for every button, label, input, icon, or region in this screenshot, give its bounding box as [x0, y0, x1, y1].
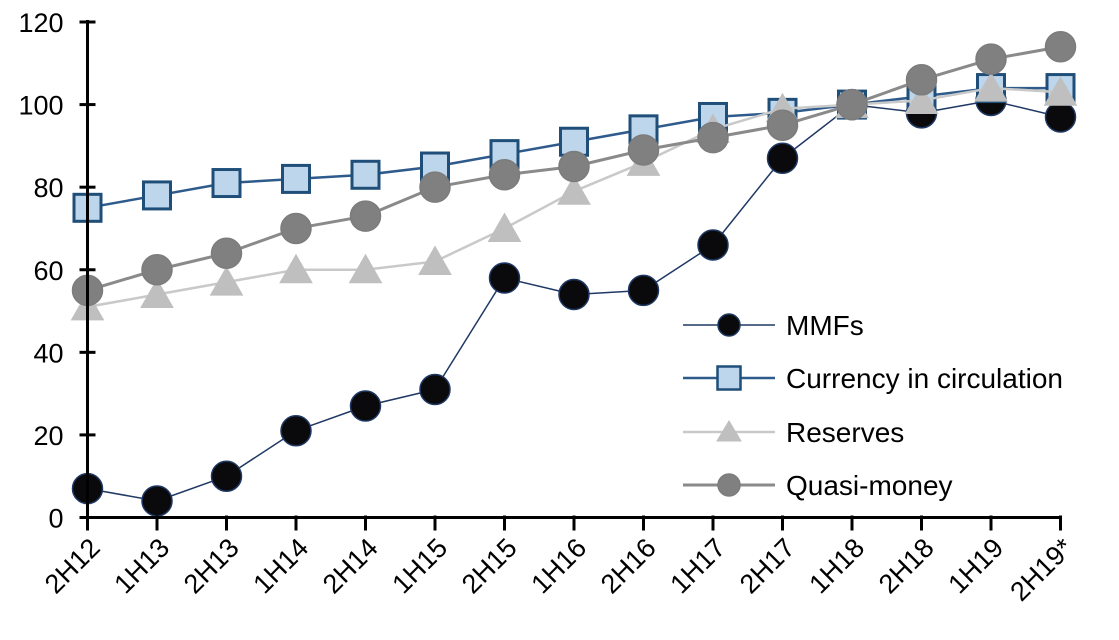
legend-label-quasi-money: Quasi-money — [786, 470, 953, 501]
series-reserves-point-1H15 — [418, 245, 452, 275]
series-quasi-money-point-1H16 — [558, 150, 590, 183]
series-mmfs-point-2H19* — [1044, 101, 1077, 133]
series-reserves-point-2H14 — [348, 253, 383, 284]
series-quasi-money-point-2H17 — [766, 109, 799, 141]
series-mmfs-point-1H17 — [697, 229, 729, 261]
y-tick-label: 20 — [33, 421, 63, 451]
series-currency-in-circulation-point-1H13 — [142, 180, 172, 211]
y-tick-label: 60 — [33, 256, 63, 286]
y-tick-label: 100 — [18, 91, 63, 121]
series-reserves-point-2H18 — [904, 84, 939, 114]
x-tick-label: 2H17 — [734, 533, 801, 600]
series-reserves-point-2H19* — [1043, 76, 1078, 106]
series-quasi-money-point-1H18 — [836, 88, 868, 121]
series-mmfs-point-1H16 — [558, 278, 590, 311]
x-tick-label: 1H14 — [247, 533, 314, 600]
series-quasi-money-point-1H14 — [280, 212, 312, 245]
x-tick-label: 1H16 — [525, 533, 592, 600]
series-reserves-point-1H16 — [557, 175, 591, 205]
series-currency-in-circulation-point-1H16 — [559, 126, 589, 157]
x-tick-label: 2H13 — [178, 533, 245, 600]
legend: MMFs Currency in circulation Reserves Quasi… — [683, 310, 1063, 501]
series-quasi-money — [71, 31, 1077, 307]
series-quasi-money-point-1H15 — [419, 171, 451, 203]
series-quasi-money-point-1H17 — [697, 121, 729, 154]
series-quasi-money-point-2H15 — [488, 159, 521, 191]
series-quasi-money-point-1H13 — [141, 254, 173, 286]
series-reserves-point-2H15 — [487, 212, 522, 242]
legend-marker-currency-in-circulation-icon — [716, 365, 742, 391]
series-currency-in-circulation-point-1H14 — [281, 163, 311, 194]
series-mmfs-point-2H15 — [488, 262, 521, 294]
series-quasi-money-point-2H13 — [210, 237, 243, 269]
series-mmfs-point-1H13 — [141, 485, 173, 517]
series-reserves-point-1H19 — [974, 72, 1008, 102]
series-quasi-money-point-2H14 — [349, 200, 382, 232]
series-mmfs-point-2H14 — [349, 390, 382, 422]
legend-entry-reserves: Reserves — [683, 417, 904, 448]
series-reserves-point-2H13 — [209, 266, 244, 296]
x-tick-label: 2H18 — [873, 533, 940, 600]
series-mmfs-point-1H15 — [419, 373, 451, 406]
y-tick-label: 80 — [33, 173, 63, 203]
y-tick-label: 120 — [18, 8, 63, 38]
legend-marker-reserves-icon — [716, 420, 742, 442]
series-mmfs-point-2H17 — [766, 142, 799, 175]
x-tick-label: 2H14 — [317, 533, 384, 600]
series-quasi-money-point-2H19* — [1044, 31, 1077, 63]
x-tick-label: 2H19* — [1004, 532, 1079, 607]
series-mmfs-point-2H13 — [210, 460, 243, 492]
x-tick-label: 1H17 — [664, 533, 731, 600]
legend-entry-quasi-money: Quasi-money — [683, 470, 953, 501]
x-tick-label: 2H12 — [39, 533, 106, 600]
series-reserves-point-1H14 — [279, 253, 313, 284]
legend-entry-mmfs: MMFs — [683, 310, 864, 341]
legend-label-reserves: Reserves — [786, 417, 904, 448]
x-tick-label: 1H13 — [108, 533, 175, 600]
series-currency-in-circulation-point-2H13 — [211, 168, 242, 199]
legend-label-mmfs: MMFs — [786, 310, 864, 341]
x-tick-label: 1H19 — [942, 533, 1009, 600]
legend-marker-mmfs-icon — [717, 313, 741, 337]
legend-marker-quasi-money-icon — [717, 473, 741, 497]
legend-label-currency-in-circulation: Currency in circulation — [786, 363, 1063, 394]
series-quasi-money-point-2H16 — [627, 134, 660, 166]
y-tick-label: 40 — [33, 338, 63, 368]
series-reserves-point-1H13 — [140, 278, 174, 309]
series-mmfs-point-2H16 — [627, 274, 660, 307]
x-tick-label: 2H15 — [456, 533, 523, 600]
series-quasi-money-point-1H19 — [975, 43, 1007, 75]
y-tick-label: 0 — [48, 504, 63, 534]
x-tick-label: 2H16 — [595, 533, 662, 600]
series-quasi-money-point-2H18 — [905, 64, 938, 96]
series-currency-in-circulation-point-2H14 — [350, 159, 381, 190]
x-tick-label: 1H15 — [386, 533, 453, 600]
series-mmfs-point-1H14 — [280, 415, 312, 447]
x-tick-label: 1H18 — [803, 533, 870, 600]
legend-entry-currency-in-circulation: Currency in circulation — [683, 363, 1063, 394]
